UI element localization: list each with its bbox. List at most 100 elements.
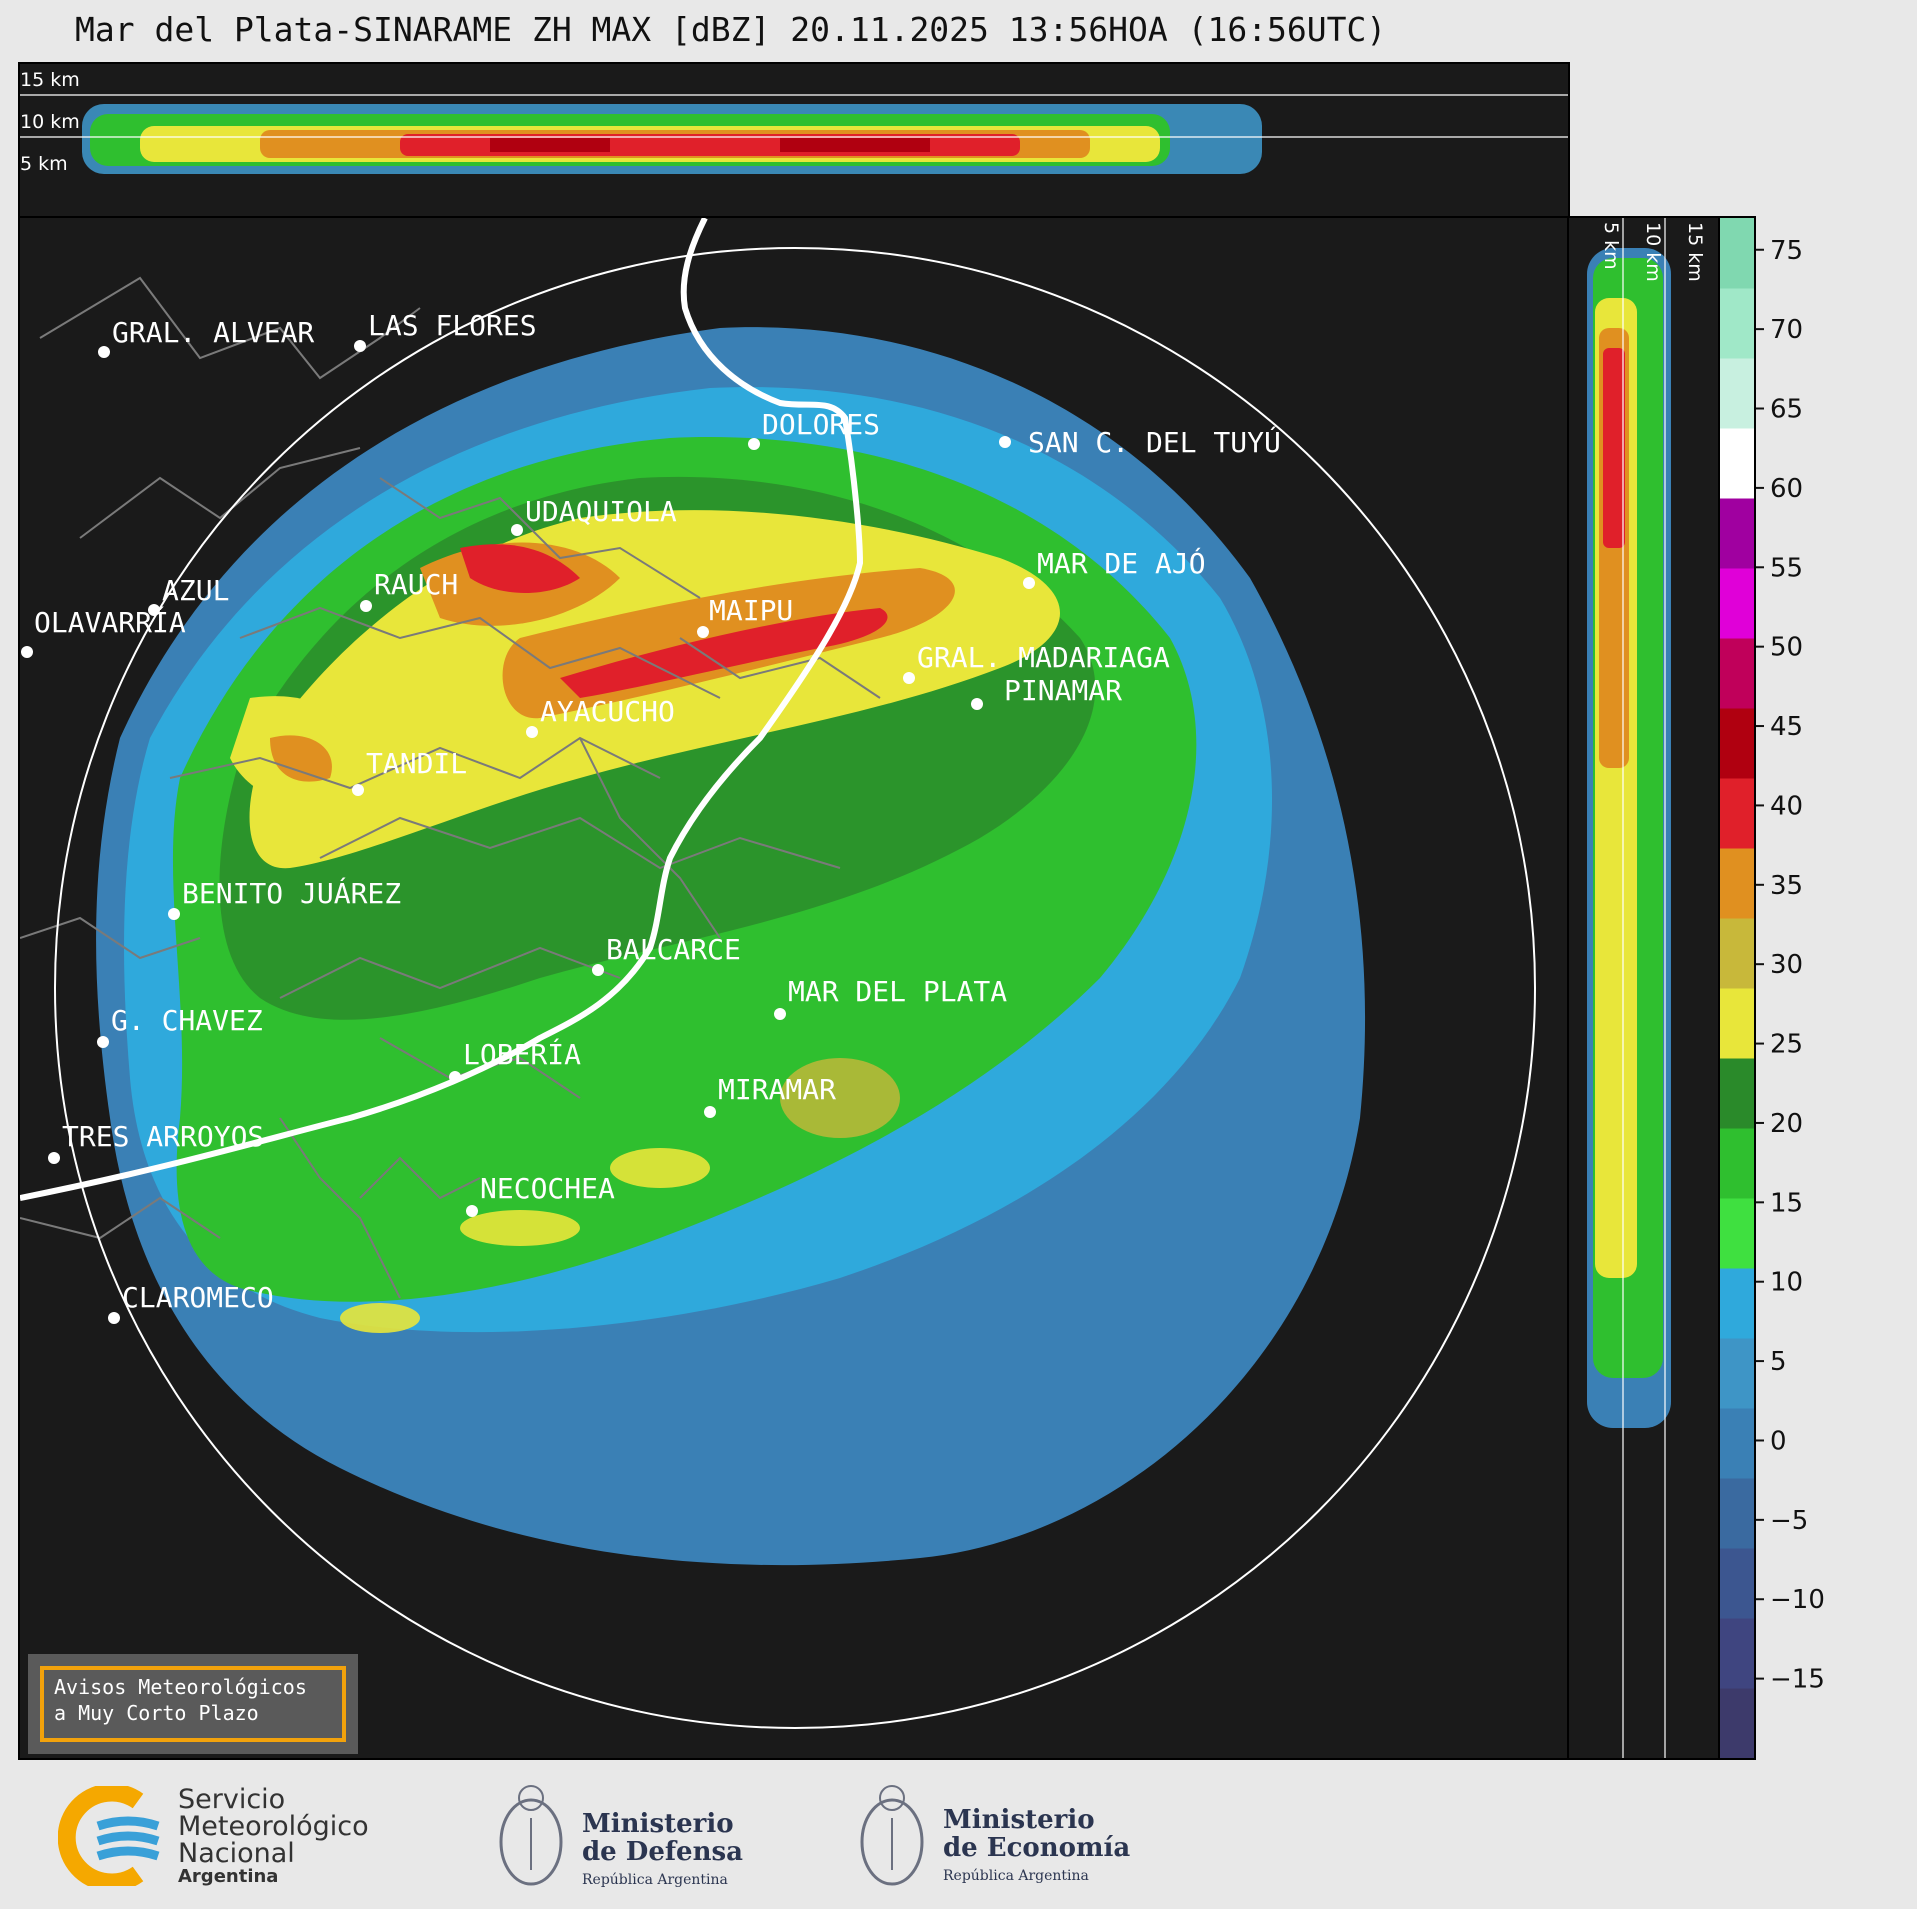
city-dot <box>748 438 760 450</box>
city-dot <box>98 346 110 358</box>
city-dot <box>148 604 160 616</box>
defensa-line-2: de Defensa <box>582 1837 743 1867</box>
city-dot <box>97 1036 109 1048</box>
footer-logos: Servicio Meteorológico Nacional Argentin… <box>0 1760 1917 1909</box>
reflectivity-colorbar <box>1718 216 1756 1760</box>
top-cross-section-panel: 15 km 10 km 5 km <box>18 62 1570 218</box>
warning-line-1: Avisos Meteorológicos <box>54 1675 307 1699</box>
defensa-logo-text: Ministerio de Defensa República Argentin… <box>582 1810 743 1894</box>
colorbar-tick-label: 55 <box>1770 553 1803 583</box>
city-label: G. CHAVEZ <box>111 1004 263 1037</box>
colorbar-tick-label: 60 <box>1770 474 1803 504</box>
warning-line-2: a Muy Corto Plazo <box>54 1701 259 1725</box>
city-label: LOBERÍA <box>463 1037 581 1071</box>
city-label: UDAQUIOLA <box>525 495 677 528</box>
coat-of-arms-icon <box>499 1785 563 1886</box>
city-dot <box>511 524 523 536</box>
city-dot <box>903 672 915 684</box>
colorbar-band <box>1720 358 1754 429</box>
colorbar-tick-label: 25 <box>1770 1030 1803 1060</box>
defensa-line-3: República Argentina <box>582 1872 728 1888</box>
radar-map: GRAL. ALVEAR LAS FLORES DOLORES SAN C. D… <box>20 218 1536 1729</box>
colorbar-band <box>1720 1198 1754 1269</box>
top-height-label-10: 10 km <box>20 111 80 133</box>
city-dot <box>1023 577 1035 589</box>
radar-map-panel: GRAL. ALVEAR LAS FLORES DOLORES SAN C. D… <box>18 216 1570 1760</box>
colorbar-band <box>1720 428 1754 499</box>
colorbar-band <box>1720 568 1754 639</box>
economia-line-2: de Economía <box>943 1833 1131 1863</box>
city-label: DOLORES <box>762 408 880 441</box>
colorbar-band <box>1720 1408 1754 1479</box>
smn-line-4: Argentina <box>178 1866 279 1887</box>
colorbar-band <box>1720 778 1754 849</box>
city-label: TRES ARROYOS <box>62 1120 264 1153</box>
colorbar-tick-label: 5 <box>1770 1347 1787 1377</box>
defensa-line-1: Ministerio <box>582 1809 734 1839</box>
colorbar-band <box>1720 1548 1754 1619</box>
colorbar-tick-label: 45 <box>1770 712 1803 742</box>
city-label: SAN C. DEL TUYÚ <box>1028 425 1281 459</box>
city-label: NECOCHEA <box>480 1172 615 1205</box>
colorbar-band <box>1720 988 1754 1059</box>
colorbar-band <box>1720 498 1754 569</box>
colorbar-tick-label: −5 <box>1770 1506 1808 1536</box>
colorbar-tick-label: 30 <box>1770 950 1803 980</box>
smn-logo-text: Servicio Meteorológico Nacional Argentin… <box>178 1786 369 1887</box>
colorbar-band <box>1720 1688 1754 1758</box>
city-dot <box>449 1071 461 1083</box>
city-markers: GRAL. ALVEAR LAS FLORES DOLORES SAN C. D… <box>21 309 1281 1324</box>
economia-line-3: República Argentina <box>943 1868 1089 1884</box>
colorbar-band <box>1720 218 1754 289</box>
city-label: CLAROMECO <box>122 1281 274 1314</box>
map-title: Mar del Plata-SINARAME ZH MAX [dBZ] 20.1… <box>75 10 1387 49</box>
colorbar-band <box>1720 1478 1754 1549</box>
side-cross-section-panel: 5 km 10 km 15 km <box>1567 216 1721 1760</box>
side-height-label-5: 5 km <box>1600 222 1622 270</box>
city-dot <box>108 1312 120 1324</box>
city-label: OLAVARRÍA <box>34 605 186 639</box>
range-ring <box>54 247 1536 1729</box>
city-label: GRAL. MADARIAGA <box>917 641 1170 674</box>
colorbar-tick-label: 35 <box>1770 871 1803 901</box>
side-height-label-10: 10 km <box>1642 222 1664 282</box>
colorbar-tick-label: −15 <box>1770 1665 1825 1695</box>
city-label: AZUL <box>162 574 229 607</box>
side-height-label-15: 15 km <box>1684 222 1706 282</box>
colorbar-band <box>1720 1618 1754 1689</box>
colorbar-tick-label: 50 <box>1770 633 1803 663</box>
colorbar-tick-label: 75 <box>1770 236 1803 266</box>
colorbar-band <box>1720 1338 1754 1409</box>
colorbar-band <box>1720 1128 1754 1199</box>
colorbar-tick-label: 15 <box>1770 1188 1803 1218</box>
city-dot <box>774 1008 786 1020</box>
city-dot <box>697 626 709 638</box>
colorbar-band <box>1720 918 1754 989</box>
city-label: BENITO JUÁREZ <box>182 876 401 910</box>
city-dot <box>360 600 372 612</box>
city-label: TANDIL <box>366 747 467 780</box>
city-label: LAS FLORES <box>368 309 537 342</box>
city-dot <box>352 784 364 796</box>
colorbar-band <box>1720 708 1754 779</box>
economia-logo-text: Ministerio de Economía República Argenti… <box>943 1806 1130 1890</box>
colorbar-tick-label: 70 <box>1770 315 1803 345</box>
city-dot <box>592 964 604 976</box>
colorbar-band <box>1720 1268 1754 1339</box>
city-label: GRAL. ALVEAR <box>112 316 314 349</box>
city-label: MAR DEL PLATA <box>788 975 1007 1008</box>
colorbar-tick-label: 20 <box>1770 1109 1803 1139</box>
colorbar-tick-label: 0 <box>1770 1426 1787 1456</box>
warning-box-frame: Avisos Meteorológicos a Muy Corto Plazo <box>40 1666 346 1742</box>
city-dot <box>971 698 983 710</box>
city-label: AYACUCHO <box>540 695 675 728</box>
colorbar-band <box>1720 288 1754 359</box>
warning-box[interactable]: Avisos Meteorológicos a Muy Corto Plazo <box>28 1654 358 1754</box>
coat-of-arms-icon <box>860 1785 924 1886</box>
top-height-label-5: 5 km <box>20 153 68 175</box>
city-dot <box>526 726 538 738</box>
colorbar-band <box>1720 1058 1754 1129</box>
colorbar-tick-label: 40 <box>1770 791 1803 821</box>
city-dot <box>704 1106 716 1118</box>
